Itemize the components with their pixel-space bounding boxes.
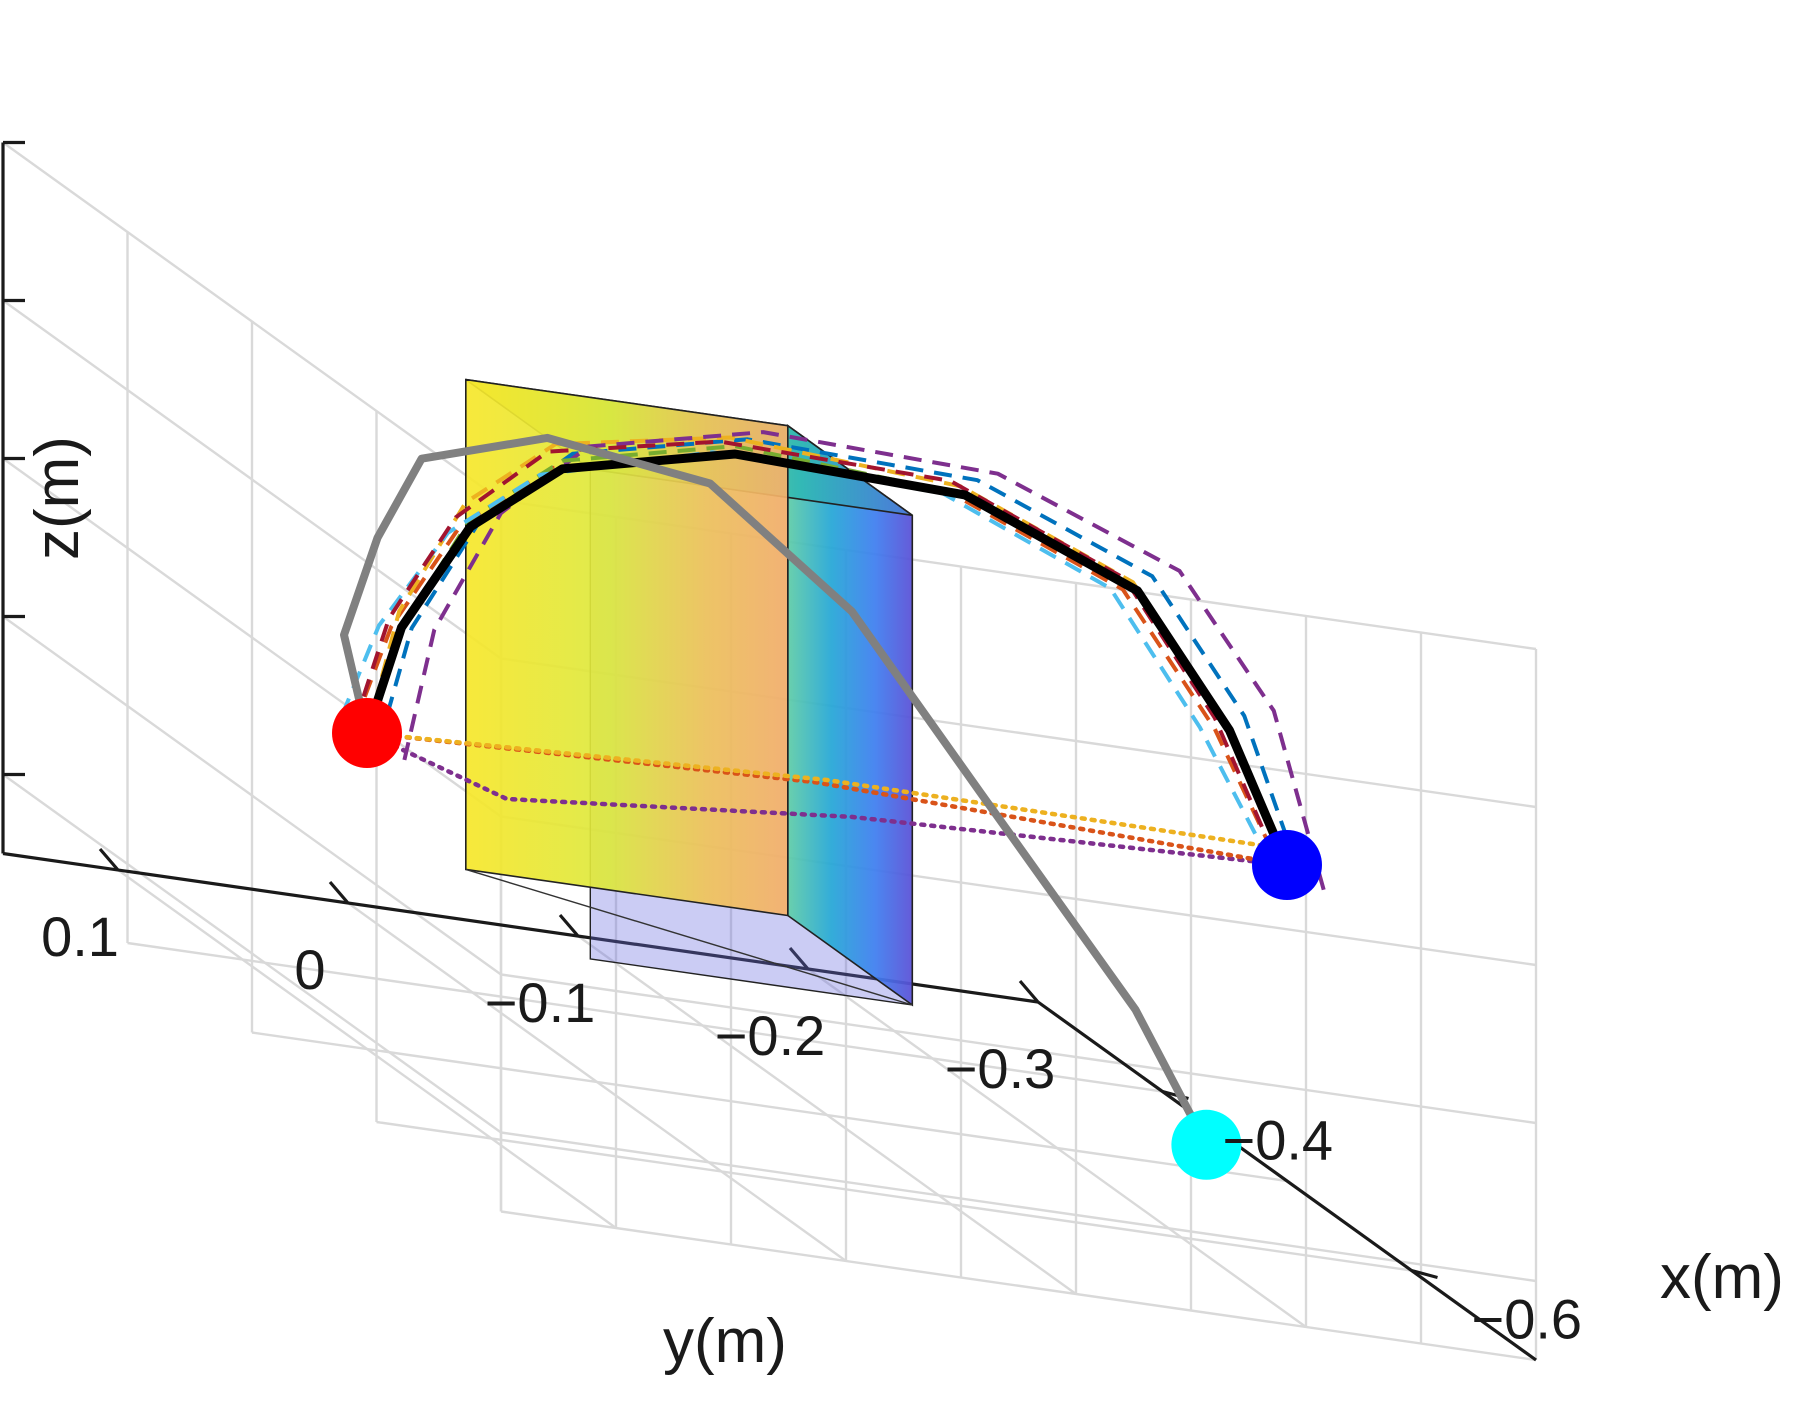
series-demo-7 (352, 439, 1277, 857)
y-tick-label: −0.2 (715, 1004, 826, 1067)
y-tick (788, 946, 810, 971)
end-marker (1171, 1109, 1242, 1180)
x-tick-label: −0.4 (1223, 1109, 1334, 1172)
y-tick-label: 0 (294, 938, 325, 1001)
y-tick (1018, 979, 1040, 1004)
series-demo-4 (402, 430, 1327, 893)
grid-floor-y (347, 902, 847, 1262)
axes (1, 140, 1537, 1362)
y-tick (558, 913, 580, 938)
x-axis-line (1037, 1000, 1537, 1362)
y-axis-label: y(m) (663, 1307, 787, 1376)
y-tick (98, 847, 120, 872)
obstacle-inner-edge (465, 868, 913, 1006)
grid-floor-x (376, 1120, 1412, 1272)
grid-floor-x (500, 1210, 1537, 1362)
series-straight-1 (364, 730, 1290, 868)
grid-wall-x-z (500, 1131, 1537, 1283)
y-tick (328, 880, 350, 905)
y-axis-line (2, 851, 1039, 1004)
trajectory-series (340, 430, 1327, 1149)
series-straight-3 (364, 730, 1290, 852)
z-axis-label: z(m) (23, 436, 92, 560)
grid-floor-x (251, 1031, 1288, 1183)
axis-labels: 0.10.20.30.40.50.10−0.1−0.2−0.3−0.6−0.4z… (23, 436, 1784, 1376)
series-executed (340, 433, 1211, 1149)
grid-wall-y-z (2, 457, 502, 818)
marker-points (332, 698, 1322, 1180)
y-tick-label: −0.3 (945, 1037, 1056, 1100)
grid-wall-y-z (2, 615, 502, 976)
x-tick-label: −0.6 (1472, 1288, 1583, 1351)
grid-floor-x (127, 941, 1163, 1093)
x-tick (1411, 1268, 1438, 1280)
start-marker (332, 698, 402, 768)
obstacle-box (464, 378, 914, 1007)
y-tick-label: 0.1 (41, 905, 119, 968)
grid-wall-y-z (2, 773, 502, 1134)
x-axis-label: x(m) (1660, 1243, 1784, 1312)
goal-marker (1252, 830, 1322, 900)
y-tick-label: −0.1 (485, 971, 596, 1034)
series-reference (362, 449, 1292, 870)
grid-floor-y (117, 869, 617, 1229)
grid-wall-x-z (500, 973, 1537, 1125)
grid-floor-y (807, 968, 1307, 1328)
grid-floor-y (577, 935, 1077, 1295)
grid-wall-y-z (2, 141, 502, 502)
